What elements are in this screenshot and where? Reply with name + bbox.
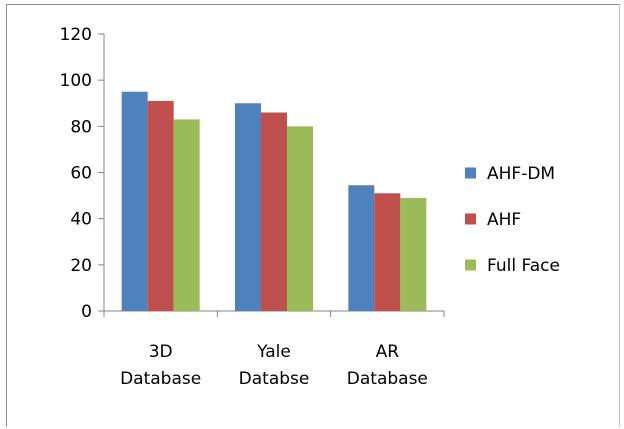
y-tick-label: 100 bbox=[60, 71, 92, 91]
bar-full-face bbox=[400, 197, 427, 311]
legend-swatch bbox=[465, 213, 476, 225]
bar-ahf-dm bbox=[121, 91, 148, 311]
bar-ahf bbox=[261, 112, 287, 311]
bar-ahf bbox=[147, 100, 174, 311]
legend-label: AHF bbox=[487, 210, 521, 230]
bar-full-face bbox=[287, 126, 313, 311]
y-tick-label: 40 bbox=[70, 210, 92, 230]
bar-ahf-dm bbox=[235, 103, 261, 311]
y-tick-label: 20 bbox=[70, 256, 92, 276]
x-category-label: Database bbox=[120, 369, 201, 389]
legend-swatch bbox=[465, 167, 476, 179]
chart-bars bbox=[121, 91, 427, 312]
y-tick-label: 80 bbox=[70, 117, 92, 137]
y-tick-label: 60 bbox=[70, 164, 92, 184]
chart-legend: AHF-DM AHF Full Face bbox=[465, 164, 560, 276]
x-category-label: 3D bbox=[149, 342, 173, 362]
x-category-label: Databse bbox=[239, 369, 310, 389]
x-category-label: Yale bbox=[256, 342, 291, 362]
bar-full-face bbox=[173, 119, 200, 312]
x-category-label: Database bbox=[347, 369, 428, 389]
x-axis-labels: 3D Database Yale Databse AR Database bbox=[120, 342, 428, 389]
y-tick-label: 120 bbox=[60, 25, 92, 45]
bar-ahf-dm bbox=[348, 185, 375, 311]
y-tick-label: 0 bbox=[81, 302, 92, 322]
legend-label: AHF-DM bbox=[487, 164, 555, 184]
legend-swatch bbox=[465, 259, 476, 271]
legend-label: Full Face bbox=[487, 256, 560, 276]
x-category-label: AR bbox=[376, 342, 400, 362]
bar-ahf bbox=[374, 193, 401, 311]
y-axis-ticks: 0 20 40 60 80 100 120 bbox=[60, 25, 104, 322]
